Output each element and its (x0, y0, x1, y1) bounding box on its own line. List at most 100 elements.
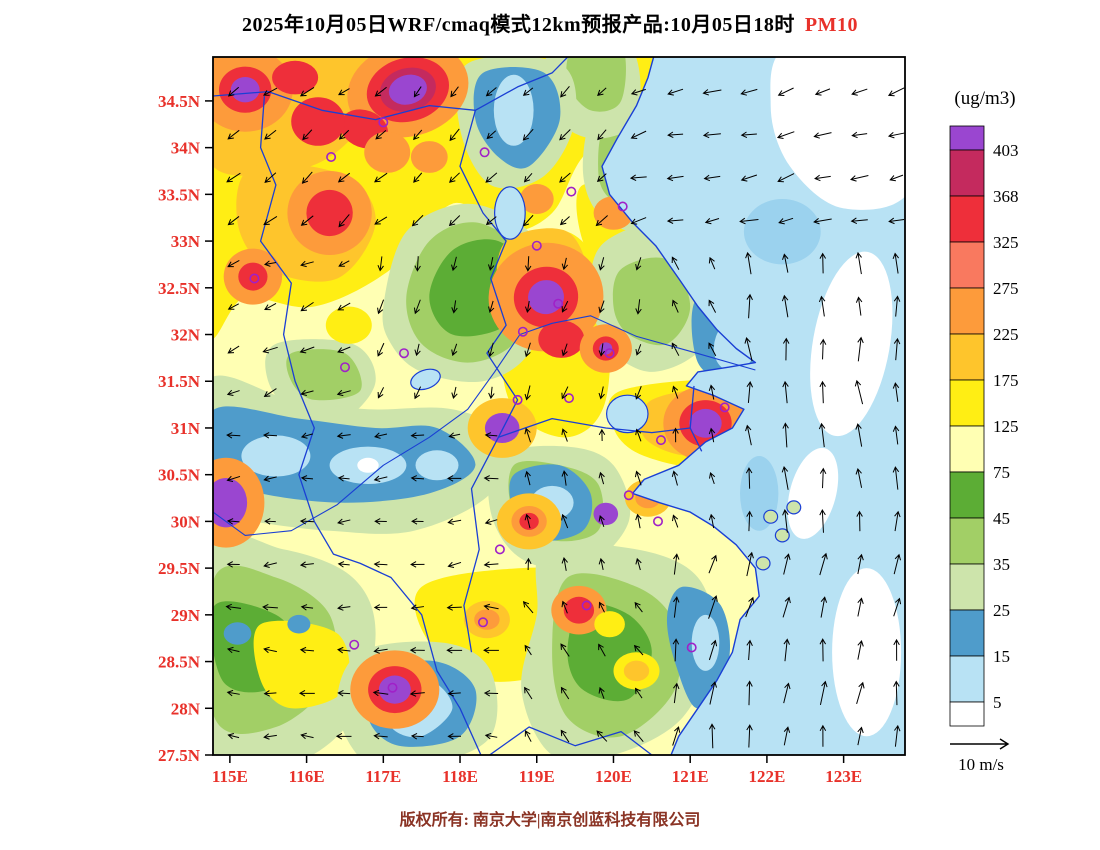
wind-arrow (373, 604, 388, 611)
wind-arrow (894, 724, 901, 747)
wind-arrow (851, 131, 868, 139)
wind-arrow (300, 260, 314, 268)
wind-arrow (857, 597, 864, 617)
wind-arrow (451, 386, 458, 400)
city-marker (553, 298, 564, 309)
wind-arrow (782, 596, 791, 618)
wind-arrow (740, 131, 757, 139)
hotspot-blob (623, 660, 650, 682)
wind-arrow (818, 295, 826, 317)
hotspot-blob (238, 262, 268, 291)
city-marker (581, 600, 592, 611)
island (774, 528, 790, 543)
wind-arrow (226, 172, 241, 183)
colorbar-segment (949, 655, 985, 703)
wind-arrow (225, 603, 242, 611)
wind-arrow (671, 514, 679, 528)
wind-arrow (411, 214, 424, 227)
wind-arrow (299, 518, 314, 525)
city-marker (604, 348, 615, 359)
wind-arrow (337, 561, 350, 568)
wind-arrow (893, 553, 902, 575)
wind-arrow (338, 214, 350, 228)
wind-arrow (559, 216, 570, 226)
wind-arrow (263, 475, 277, 482)
copyright-text: 版权所有: 南京大学|南京创蓝科技有限公司 (399, 812, 701, 829)
wind-arrow (598, 601, 605, 613)
wind-arrow (413, 129, 423, 141)
wind-arrow (560, 686, 570, 700)
wind-arrow (337, 690, 351, 697)
wind-arrow (337, 518, 351, 525)
wind-arrow (336, 432, 351, 439)
wind-arrow (413, 86, 422, 98)
wind-arrow (633, 644, 644, 656)
field-region (415, 450, 459, 481)
hotspot-blob (594, 611, 625, 638)
wind-arrow (484, 518, 498, 525)
city-marker (517, 326, 528, 337)
wind-arrow (448, 432, 461, 439)
colorbar-tick-label: 368 (993, 187, 1019, 206)
wind-arrow (746, 680, 753, 706)
wind-arrow (301, 171, 313, 184)
wind-arrow (635, 344, 642, 356)
wind-arrow (851, 88, 868, 96)
wind-arrow (524, 256, 532, 272)
wind-arrow (595, 215, 608, 227)
wind-arrow (855, 251, 862, 275)
wind-arrow (375, 129, 387, 140)
wind-arrow (635, 257, 642, 271)
wind-arrow (263, 388, 277, 397)
wind-arrow (813, 132, 832, 139)
wind-arrow (783, 553, 791, 575)
wind-arrow (227, 732, 240, 740)
wind-arrow (484, 432, 498, 439)
wind-arrow (672, 638, 680, 662)
wind-arrow (372, 689, 389, 697)
wind-arrow (630, 88, 646, 96)
wind-arrow (447, 733, 462, 740)
city-marker (686, 642, 697, 653)
wind-arrow (302, 129, 313, 141)
wind-arrow (560, 86, 570, 98)
wind-arrow (740, 174, 758, 182)
wind-arrow (893, 680, 900, 706)
wind-arrow (856, 681, 865, 704)
ocean (602, 57, 905, 755)
city-marker (339, 362, 350, 373)
wind-arrow (892, 425, 900, 445)
wind-arrow (483, 561, 499, 568)
colorbar-tick-label: 5 (993, 693, 1002, 712)
wind-arrow (671, 256, 680, 270)
wind-arrow (667, 88, 684, 96)
wind-arrow (300, 432, 314, 439)
hotspot-blob (272, 60, 319, 95)
colorbar-tick-label: 25 (993, 601, 1010, 620)
wind-arrow (635, 557, 642, 571)
wind-arrow (854, 379, 864, 405)
y-tick-label: 32N (171, 326, 201, 345)
wind-arrow (410, 604, 425, 611)
city-marker (378, 117, 389, 128)
wind-arrow (814, 88, 831, 96)
wind-arrow (818, 422, 826, 448)
city-marker (719, 402, 730, 413)
wind-arrow (819, 338, 827, 360)
wind-arrow (227, 216, 240, 226)
city-marker (349, 639, 360, 650)
wind-arrow (704, 218, 720, 225)
wind-arrow (819, 467, 827, 489)
city-marker (566, 186, 577, 197)
wind-arrow (483, 690, 499, 697)
colorbar-segment (949, 517, 985, 565)
wind-arrow (855, 423, 863, 447)
city-marker (655, 435, 666, 446)
wind-arrow (451, 300, 458, 314)
wind-arrow (673, 553, 680, 575)
wind-arrow (336, 389, 351, 397)
wind-arrow (673, 596, 680, 618)
hotspot-blob (410, 141, 448, 173)
colorbar-tick-label: 45 (993, 509, 1010, 528)
wind-arrow (410, 733, 424, 740)
